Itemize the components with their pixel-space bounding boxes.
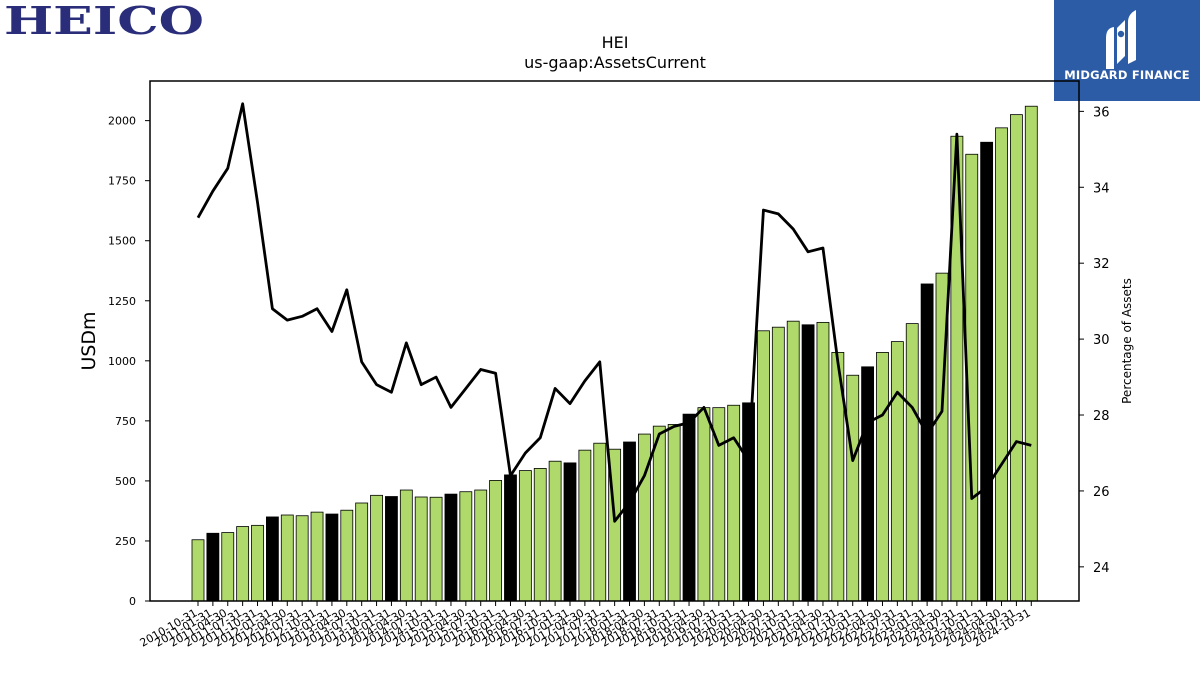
- bar-2012-01-31: [265, 516, 279, 602]
- y-tick-label: 750: [115, 415, 136, 428]
- y-tick-label: 1500: [108, 235, 136, 248]
- bar-2010-10-31: [191, 539, 205, 602]
- y-axis-left: 0 250 500 750 1000 1250 1500 1750 2000: [108, 115, 150, 608]
- bar-2020-10-31: [786, 320, 800, 602]
- bar-2020-01-31: [742, 402, 755, 602]
- bar-2014-04-30: [399, 489, 413, 602]
- y-axis-right: 24 26 28 30 32 34 36: [1079, 105, 1110, 576]
- bars-layer: [191, 105, 1038, 602]
- bar-2014-07-31: [414, 496, 428, 602]
- bar-2012-07-31: [295, 515, 309, 602]
- bar-2018-10-31: [667, 424, 681, 602]
- bar-2012-10-31: [310, 511, 324, 602]
- y2-tick-label: 34: [1093, 181, 1110, 196]
- bar-2024-01-31: [980, 141, 994, 602]
- bar-2011-04-30: [221, 532, 235, 602]
- y2-tick-label: 32: [1093, 257, 1110, 272]
- bar-2013-01-31: [325, 513, 339, 602]
- bar-2013-10-31: [370, 494, 383, 602]
- y2-tick-label: 24: [1093, 561, 1110, 576]
- y-tick-label: 2000: [108, 115, 136, 128]
- line-layer: [196, 102, 1032, 523]
- bar-2015-04-30: [459, 491, 473, 602]
- percentage-line: [196, 102, 1032, 523]
- midgard-brand-name: MIDGARD FINANCE: [1064, 68, 1190, 82]
- chart-title: HEI: [602, 33, 629, 52]
- y-tick-label: 250: [115, 535, 136, 548]
- y-tick-label: 1750: [108, 175, 136, 188]
- bar-2012-04-30: [280, 514, 294, 602]
- bar-2018-01-31: [623, 441, 636, 602]
- heico-logo-text: HEICO: [4, 0, 204, 42]
- bar-2017-04-30: [578, 449, 592, 602]
- bar-2021-01-31: [801, 324, 815, 602]
- bar-2022-10-31: [905, 323, 919, 602]
- bar-2022-07-31: [890, 341, 904, 602]
- bar-2018-07-31: [652, 425, 666, 602]
- bar-2020-07-31: [771, 326, 785, 602]
- bar-2024-10-31: [1024, 105, 1038, 602]
- y2-tick-label: 26: [1093, 485, 1110, 500]
- bar-2014-10-31: [429, 496, 443, 602]
- bar-2018-04-30: [638, 433, 651, 602]
- bar-2011-07-31: [236, 526, 250, 602]
- y-tick-label: 1250: [108, 295, 136, 308]
- bar-2024-07-31: [1010, 114, 1023, 602]
- bar-2019-04-30: [697, 407, 711, 602]
- y2-axis-label: Percentage of Assets: [1120, 278, 1134, 404]
- y-axis-label: USDm: [78, 311, 100, 370]
- bar-2023-01-31: [920, 283, 934, 602]
- bar-2019-10-31: [727, 404, 741, 602]
- y-tick-label: 500: [115, 475, 136, 488]
- bar-2020-04-30: [757, 330, 770, 602]
- bar-2022-01-31: [861, 366, 874, 602]
- y2-tick-label: 28: [1093, 409, 1110, 424]
- bar-2016-10-31: [548, 460, 562, 602]
- bar-2019-01-31: [682, 413, 696, 602]
- bar-2016-01-31: [504, 474, 517, 602]
- heico-logo: HEICO: [4, 0, 204, 42]
- bar-2013-07-31: [355, 502, 369, 602]
- bar-2015-01-31: [444, 493, 458, 602]
- bar-2016-04-30: [518, 470, 532, 602]
- y2-tick-label: 30: [1093, 333, 1110, 348]
- bar-2024-04-30: [995, 127, 1008, 602]
- bar-2015-07-31: [474, 489, 488, 602]
- bar-2011-10-31: [251, 524, 264, 602]
- y2-tick-label: 36: [1093, 105, 1110, 120]
- bar-2017-07-31: [593, 442, 607, 602]
- x-axis: 2010-10-312011-01-312011-04-302011-07-31…: [138, 601, 1033, 650]
- y-tick-label: 0: [129, 595, 136, 608]
- bar-2017-01-31: [563, 462, 577, 602]
- bar-2013-04-30: [340, 509, 354, 602]
- midgard-logo-icon: [1106, 10, 1136, 69]
- bar-2021-10-31: [846, 374, 860, 602]
- y-tick-label: 1000: [108, 355, 136, 368]
- bar-2014-01-31: [385, 496, 398, 602]
- bar-2011-01-31: [206, 532, 220, 602]
- bar-2022-04-30: [876, 352, 889, 602]
- bar-2021-04-30: [816, 321, 830, 602]
- bar-2016-07-31: [533, 468, 547, 602]
- bar-2015-10-31: [489, 480, 503, 602]
- chart-subtitle: us-gaap:AssetsCurrent: [524, 53, 706, 72]
